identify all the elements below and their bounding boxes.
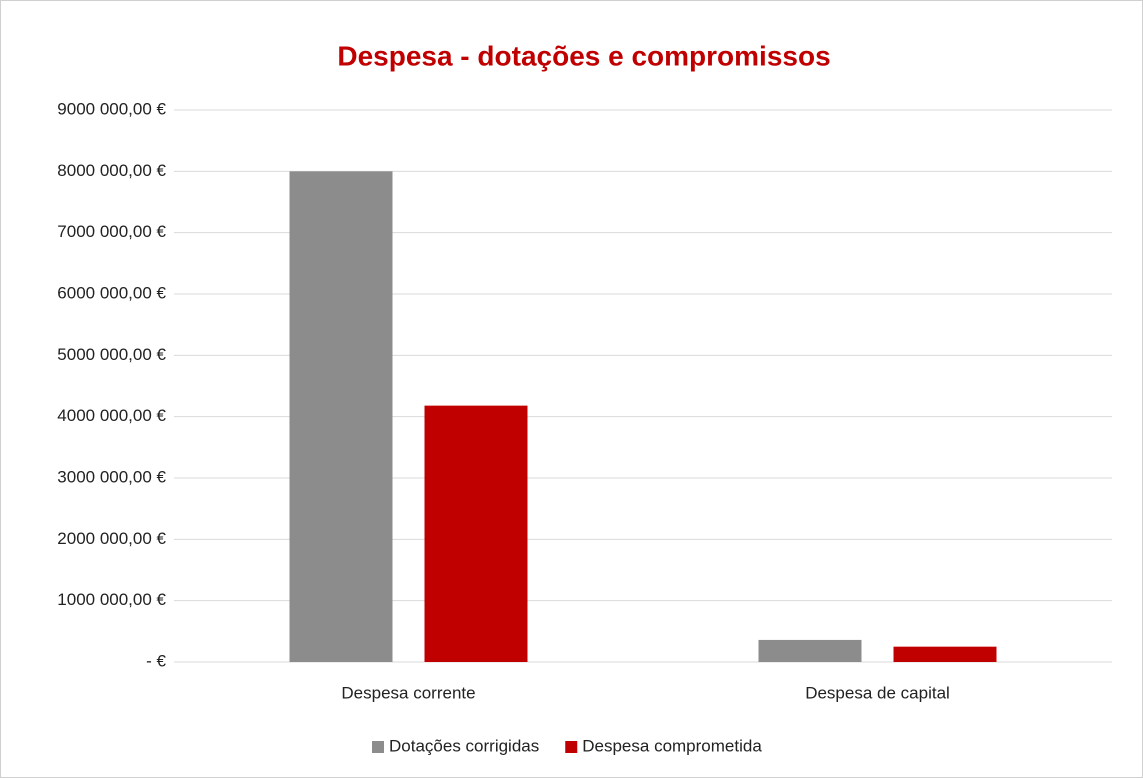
- y-tick-label: 5000 000,00 €: [57, 345, 166, 364]
- y-tick-label: 2000 000,00 €: [57, 529, 166, 548]
- bar: [424, 405, 528, 662]
- y-tick-label: 9000 000,00 €: [57, 99, 166, 118]
- legend-swatch: [565, 741, 578, 753]
- legend-swatch: [372, 741, 384, 753]
- bar: [758, 639, 862, 662]
- y-tick-label: 4000 000,00 €: [57, 406, 166, 425]
- chart-title: Despesa - dotações e compromissos: [337, 40, 830, 71]
- y-tick-label: 7000 000,00 €: [57, 222, 166, 241]
- y-tick-label: 1000 000,00 €: [57, 590, 166, 609]
- bar: [289, 171, 393, 663]
- y-tick-label: 8000 000,00 €: [57, 161, 166, 180]
- x-tick-label: Despesa corrente: [341, 683, 475, 702]
- y-tick-label: 6000 000,00 €: [57, 283, 166, 302]
- legend-label: Despesa comprometida: [582, 736, 762, 755]
- x-tick-label: Despesa de capital: [805, 683, 950, 702]
- y-tick-label: - €: [146, 651, 166, 670]
- bar: [893, 646, 997, 662]
- legend-label: Dotações corrigidas: [389, 736, 539, 755]
- y-tick-label: 3000 000,00 €: [57, 467, 166, 486]
